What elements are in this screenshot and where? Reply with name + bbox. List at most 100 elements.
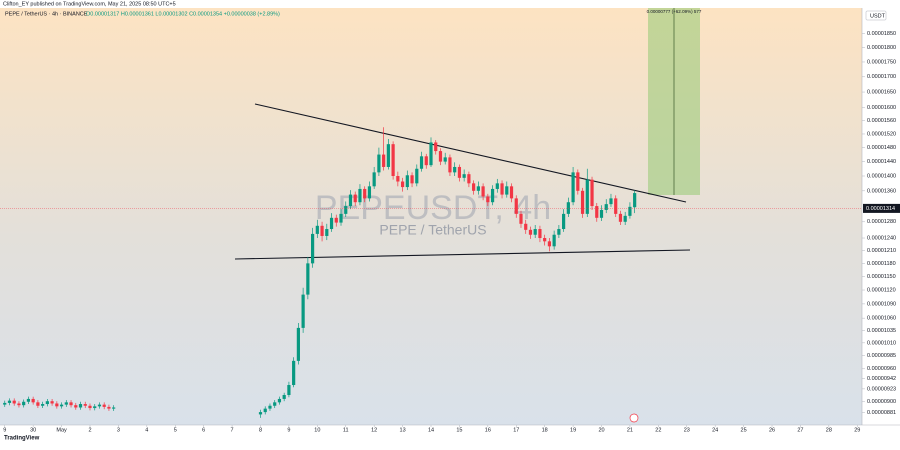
candle-body xyxy=(490,188,495,203)
ohlc: O0.00001317 H0.00001361 L0.00001302 C0.0… xyxy=(86,11,280,17)
candle-body xyxy=(112,407,116,409)
y-tick-label: 0.00001400 xyxy=(867,173,896,179)
candle-body xyxy=(344,206,348,214)
y-tick-label: 0.00001440 xyxy=(867,159,896,165)
y-tick-label: 0.00001520 xyxy=(867,131,896,137)
candle-body xyxy=(97,404,102,407)
candle-body xyxy=(282,395,286,399)
candle-body xyxy=(462,174,466,178)
y-tick-label: 0.00001480 xyxy=(867,145,896,151)
x-tick-label: 30 xyxy=(30,427,36,433)
candle-body xyxy=(382,154,386,167)
x-tick-label: 8 xyxy=(259,427,262,433)
candle-body xyxy=(472,183,476,191)
candle-body xyxy=(467,174,471,184)
candle-body xyxy=(538,229,542,239)
candle-body xyxy=(17,403,21,406)
candle-body xyxy=(69,402,73,406)
x-tick-label: 18 xyxy=(542,427,548,433)
plot: PEPEUSDT, 4h PEPE / TetherUS 0.00000777 … xyxy=(0,8,862,423)
candle-body xyxy=(26,398,31,402)
candle-body xyxy=(320,225,324,236)
candle-body xyxy=(434,142,438,152)
candle-body xyxy=(590,179,594,207)
candle-body xyxy=(438,151,443,162)
candle-body xyxy=(557,229,561,235)
candle-body xyxy=(12,400,16,404)
candle-body xyxy=(486,196,490,203)
candle-body xyxy=(453,166,457,173)
candle-body xyxy=(585,179,589,214)
candle-body xyxy=(476,186,480,191)
y-tick-label: 0.00001035 xyxy=(867,328,896,334)
candle-body xyxy=(524,223,528,230)
candle-body xyxy=(315,225,319,234)
candle-body xyxy=(533,229,537,235)
currency-box xyxy=(865,10,887,21)
candle-body xyxy=(528,229,533,235)
y-tick-label: 0.00001210 xyxy=(867,248,896,254)
candle-body xyxy=(22,401,26,406)
candle-body xyxy=(609,198,613,205)
candle-body xyxy=(509,186,514,199)
x-tick-label: 6 xyxy=(202,427,205,433)
x-tick-label: 15 xyxy=(456,427,462,433)
candle-body xyxy=(296,327,300,361)
x-tick-label: 25 xyxy=(741,427,747,433)
y-tick-label: 0.00001850 xyxy=(867,31,896,37)
candle-body xyxy=(348,194,353,207)
candle-body xyxy=(41,404,45,406)
y-tick-label: 0.00000923 xyxy=(867,386,896,392)
candle-body xyxy=(50,401,54,404)
candle-body xyxy=(419,156,424,169)
x-tick-label: 26 xyxy=(769,427,775,433)
candle-body xyxy=(367,186,372,199)
x-tick-label: 4 xyxy=(145,427,148,433)
candle-body xyxy=(604,204,608,210)
candle-body xyxy=(424,156,428,166)
candle-body xyxy=(310,233,315,264)
candle-body xyxy=(353,194,357,203)
candle-body xyxy=(55,403,59,407)
candle-body xyxy=(93,406,97,409)
candle-body xyxy=(377,154,381,173)
candle-body xyxy=(481,186,485,197)
candle-body xyxy=(386,144,390,167)
candle-body xyxy=(363,188,367,199)
x-tick-label: 13 xyxy=(400,427,406,433)
candle-body xyxy=(443,157,447,162)
watermark-subtitle: PEPE / TetherUS xyxy=(379,222,486,238)
currency: USDT xyxy=(870,13,886,19)
candle-body xyxy=(7,400,12,403)
candle-body xyxy=(258,412,263,415)
candle-body xyxy=(405,175,409,188)
footer: TradingView xyxy=(4,436,40,442)
candle-body xyxy=(107,406,111,409)
y-tick-label: 0.00001120 xyxy=(867,287,896,293)
candle-body xyxy=(292,360,296,386)
candle-body xyxy=(571,172,575,203)
candle-body xyxy=(400,181,405,188)
x-tick-label: 3 xyxy=(117,427,120,433)
y-tick-label: 0.00001700 xyxy=(867,74,896,80)
y-tick-label: 0.00001090 xyxy=(867,301,896,307)
candle-body xyxy=(83,404,87,406)
candle-body xyxy=(429,142,433,166)
last-price-label: 0.00001314 xyxy=(866,206,895,212)
y-tick-label: 0.00000900 xyxy=(867,399,896,405)
candle-body xyxy=(334,217,338,223)
resistance-trendline xyxy=(254,103,687,203)
publisher: Clifton_EY published on TradingView.com,… xyxy=(3,1,176,7)
x-tick-label: 20 xyxy=(598,427,604,433)
x-tick-label: 19 xyxy=(570,427,576,433)
candle-body xyxy=(78,404,83,408)
target-label: 0.00000777 (+62.09%) 577 xyxy=(647,9,702,14)
candle-body xyxy=(88,405,92,409)
candle-body xyxy=(301,294,305,328)
candle-body xyxy=(268,405,272,409)
candle-body xyxy=(495,183,499,189)
x-tick-label: 23 xyxy=(684,427,690,433)
candle-body xyxy=(576,172,580,191)
candle-body xyxy=(500,183,504,195)
